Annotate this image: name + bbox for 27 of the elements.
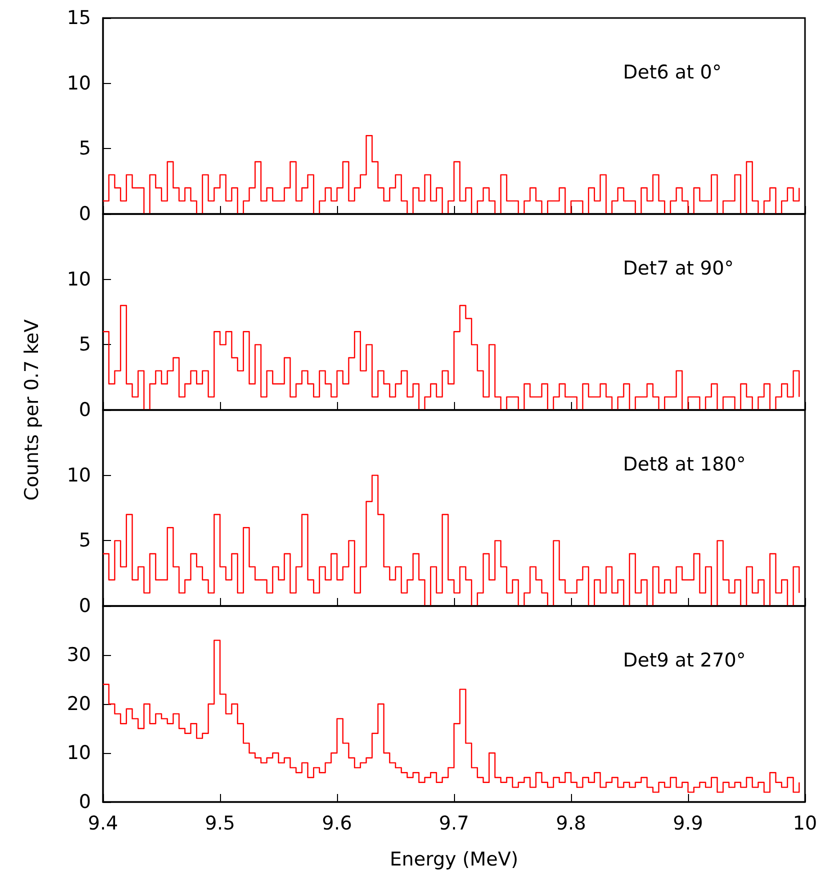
annotation: Det6 at 0° (623, 62, 722, 84)
y-tick-label: 20 (66, 693, 91, 715)
y-tick-label: 30 (66, 644, 91, 666)
x-tick-label: 10 (792, 812, 818, 834)
x-tick-label: 9.7 (438, 812, 470, 834)
y-tick-label: 0 (78, 595, 91, 617)
x-axis-title: Energy (MeV) (390, 848, 518, 870)
y-axis-title: Counts per 0.7 keV (21, 319, 43, 501)
y-tick-label: 0 (78, 791, 91, 813)
y-tick-label: 5 (78, 334, 91, 356)
x-tick-label: 9.8 (556, 812, 586, 834)
annotation: Det9 at 270° (623, 650, 746, 672)
y-tick-label: 0 (78, 399, 91, 421)
y-tick-label: 5 (78, 530, 91, 552)
annotation: Det8 at 180° (623, 454, 746, 476)
annotation: Det7 at 90° (623, 258, 734, 280)
y-tick-label: 10 (66, 72, 91, 94)
y-tick-label: 10 (66, 464, 91, 486)
y-tick-label: 15 (66, 7, 91, 29)
x-tick-label: 9.9 (672, 812, 704, 834)
y-tick-label: 10 (66, 268, 91, 290)
x-tick-label: 9.4 (88, 812, 118, 834)
x-tick-label: 9.6 (322, 812, 352, 834)
y-tick-label: 5 (78, 138, 91, 160)
y-tick-label: 10 (66, 742, 91, 764)
y-tick-label: 0 (78, 203, 91, 225)
x-tick-label: 9.5 (204, 812, 236, 834)
